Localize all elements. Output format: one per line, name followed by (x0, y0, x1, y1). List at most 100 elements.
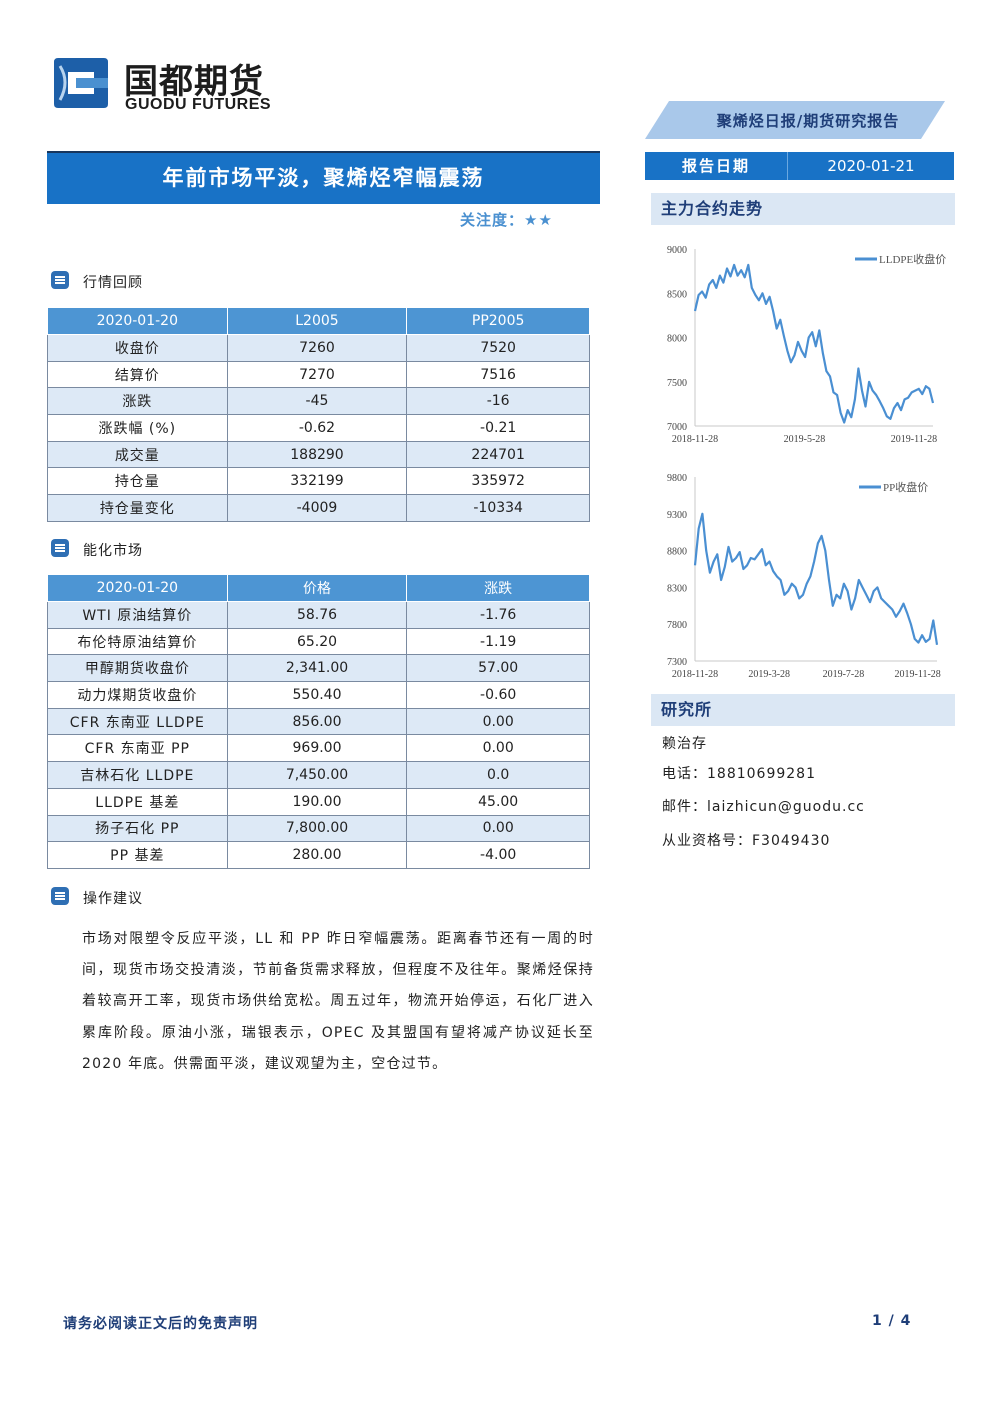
x-tick-label: 2018-11-28 (672, 434, 718, 445)
value-cell: 332199 (226, 467, 408, 496)
row-label-cell: LLDPE 基差 (47, 787, 228, 816)
series-line (693, 512, 939, 645)
table-row: 涨跌幅 (%) -0.62 -0.21 (47, 414, 590, 442)
table-header-row: 2020-01-20 L2005 PP2005 (47, 307, 590, 335)
y-tick-label: 8000 (667, 334, 687, 345)
report-type-banner: 聚烯烃日报/期货研究报告 (645, 101, 945, 139)
value-cell: 7,800.00 (226, 814, 408, 843)
pp-chart-svg: 7300 7800 8300 8800 9300 9800 2018-11-28 2019-3… (667, 473, 941, 680)
report-title-bar: 年前市场平淡，聚烯烃窄幅震荡 (47, 151, 600, 204)
value-cell: -10334 (406, 494, 590, 522)
lldpe-chart-svg: 7000 7500 8000 8500 9000 2018-11-28 2019-5-28 2… (667, 245, 946, 445)
row-label-cell: 收盘价 (47, 334, 228, 362)
row-label-cell: 持仓量变化 (47, 494, 228, 522)
table-row: 布伦特原油结算价 65.20 -1.19 (47, 627, 590, 656)
table-header-cell: 2020-01-20 (47, 307, 228, 335)
footer-disclaimer: 请务必阅读正文后的免责声明 (63, 1316, 258, 1332)
value-cell: 0.00 (406, 707, 590, 736)
value-cell: -0.60 (406, 681, 590, 709)
energy-market-table: 2020-01-20 价格 涨跌 WTI 原油结算价 58.76 -1.76 布伦特原… (47, 574, 590, 869)
section-title: 能化市场 (83, 543, 143, 559)
row-label-cell: 结算价 (47, 360, 228, 389)
value-cell: 0.00 (406, 734, 590, 763)
row-label-cell: CFR 东南亚 LLDPE (47, 707, 228, 736)
value-cell: 7270 (226, 360, 408, 389)
research-section-header: 研究所 (651, 694, 955, 726)
value-cell: 7520 (406, 334, 590, 362)
table-row: 吉林石化 LLDPE 7,450.00 0.0 (47, 761, 590, 789)
row-label-cell: CFR 东南亚 PP (47, 734, 228, 763)
table-row: 成交量 188290 224701 (47, 440, 590, 469)
table-row: 收盘价 7260 7520 (47, 334, 590, 362)
table-row: 扬子石化 PP 7,800.00 0.00 (47, 814, 590, 843)
value-cell: -0.21 (406, 414, 590, 442)
row-label-cell: 成交量 (47, 440, 228, 469)
row-label-cell: 吉林石化 LLDPE (47, 761, 228, 789)
value-cell: 2,341.00 (226, 654, 408, 683)
series-line (693, 263, 935, 424)
table-row: CFR 东南亚 LLDPE 856.00 0.00 (47, 707, 590, 736)
value-cell: 7260 (226, 334, 408, 362)
table-row: 持仓量变化 -4009 -10334 (47, 494, 590, 522)
pp-chart: 7300 7800 8300 8800 9300 9800 2018-11-28 2019-3… (651, 466, 951, 695)
row-label-cell: 持仓量 (47, 467, 228, 496)
y-tick-label: 7800 (667, 620, 687, 631)
value-cell: -16 (406, 387, 590, 416)
x-tick-label: 2019-7-28 (823, 669, 865, 680)
trend-section-title: 主力合约走势 (661, 199, 764, 218)
table-header-cell: PP2005 (406, 307, 590, 335)
x-tick-label: 2019-3-28 (748, 669, 790, 680)
y-tick-label: 7500 (667, 378, 687, 389)
value-cell: 856.00 (226, 707, 408, 736)
company-logo: 国都期货 GUODU FUTURES (50, 50, 300, 120)
x-tick-label: 2019-5-28 (784, 434, 826, 445)
table-header-cell: 价格 (226, 574, 408, 602)
table-header-cell: 2020-01-20 (47, 574, 228, 602)
x-tick-label: 2018-11-28 (672, 669, 718, 680)
logo-text-en: GUODU FUTURES (125, 96, 272, 113)
value-cell: 0.00 (406, 814, 590, 843)
legend-label: PP收盘价 (883, 480, 928, 494)
logo-text-cn: 国都期货 (124, 62, 264, 102)
table-header-cell: L2005 (226, 307, 408, 335)
report-date-label: 报告日期 (681, 157, 750, 175)
analyst-email: 邮件：laizhicun@guodu.cc (662, 799, 865, 815)
analyst-name: 赖治存 (662, 736, 707, 752)
value-cell: -1.76 (406, 601, 590, 629)
table-row: PP 基差 280.00 -4.00 (47, 841, 590, 869)
y-tick-label: 9800 (667, 473, 687, 484)
advice-paragraph: 市场对限塑令反应平淡，LL 和 PP 昨日窄幅震荡。距离春节还有一周的时间，现货… (82, 931, 594, 1072)
row-label-cell: 甲醇期货收盘价 (47, 654, 228, 683)
section-icon (51, 887, 69, 905)
row-label-cell: 布伦特原油结算价 (47, 627, 228, 656)
analyst-phone: 电话：18810699281 (662, 766, 816, 782)
row-label-cell: 动力煤期货收盘价 (47, 681, 228, 709)
logo-icon (54, 58, 108, 108)
lldpe-chart: 7000 7500 8000 8500 9000 2018-11-28 2019-5-28 2… (651, 236, 951, 460)
y-tick-label: 9000 (667, 245, 687, 256)
attention-rating: 关注度：★★ (460, 211, 553, 229)
value-cell: 280.00 (226, 841, 408, 869)
row-label-cell: 涨跌 (47, 387, 228, 416)
y-tick-label: 7300 (667, 657, 687, 668)
table-row: 持仓量 332199 335972 (47, 467, 590, 496)
value-cell: 58.76 (226, 601, 408, 629)
legend-label: LLDPE收盘价 (879, 252, 946, 266)
report-date-box: 报告日期 2020-01-21 (645, 152, 954, 180)
table-row: 结算价 7270 7516 (47, 360, 590, 389)
y-tick-label: 8800 (667, 547, 687, 558)
value-cell: 224701 (406, 440, 590, 469)
value-cell: 65.20 (226, 627, 408, 656)
value-cell: -1.19 (406, 627, 590, 656)
value-cell: 0.0 (406, 761, 590, 789)
table-header-row: 2020-01-20 价格 涨跌 (47, 574, 590, 602)
value-cell: 45.00 (406, 787, 590, 816)
row-label-cell: 涨跌幅 (%) (47, 414, 228, 442)
analyst-license: 从业资格号：F3049430 (662, 833, 831, 849)
table-header-cell: 涨跌 (406, 574, 590, 602)
value-cell: 7516 (406, 360, 590, 389)
report-title: 年前市场平淡，聚烯烃窄幅震荡 (162, 166, 485, 190)
row-label-cell: 扬子石化 PP (47, 814, 228, 843)
trend-section-header: 主力合约走势 (651, 193, 955, 225)
row-label-cell: PP 基差 (47, 841, 228, 869)
